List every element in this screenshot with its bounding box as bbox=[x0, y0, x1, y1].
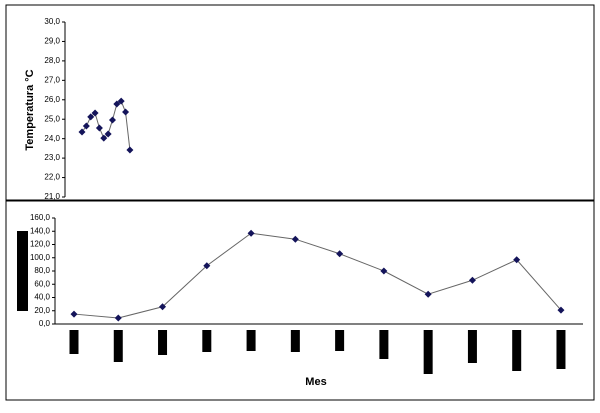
marker bbox=[557, 306, 565, 314]
redaction bbox=[17, 231, 28, 311]
marker bbox=[203, 262, 211, 270]
marker bbox=[114, 314, 122, 322]
marker bbox=[113, 100, 121, 108]
y-tick-label: 29,0 bbox=[44, 37, 60, 46]
x-axis-label: Mes bbox=[305, 376, 326, 388]
marker bbox=[108, 116, 116, 124]
marker bbox=[336, 250, 344, 258]
redaction bbox=[467, 330, 477, 363]
marker bbox=[513, 256, 521, 264]
y-tick-label: 20,0 bbox=[34, 306, 50, 315]
y-tick-label: 160,0 bbox=[30, 213, 51, 222]
y-tick-label: 60,0 bbox=[34, 279, 50, 288]
marker bbox=[126, 146, 134, 154]
marker bbox=[159, 303, 167, 311]
marker bbox=[95, 124, 103, 132]
y-tick-label: 30,0 bbox=[44, 17, 60, 26]
redaction bbox=[556, 330, 566, 369]
y-tick-label: 0,0 bbox=[39, 319, 51, 328]
marker bbox=[117, 97, 125, 105]
marker bbox=[104, 130, 112, 138]
y-tick-label: 80,0 bbox=[34, 266, 50, 275]
panel-frame bbox=[5, 4, 595, 201]
series-line bbox=[73, 232, 562, 319]
y-tick-label: 26,0 bbox=[44, 95, 60, 104]
y-tick-label: 100,0 bbox=[30, 253, 51, 262]
y-tick-label: 25,0 bbox=[44, 114, 60, 123]
y-tick-label: 120,0 bbox=[30, 240, 51, 249]
marker bbox=[247, 229, 255, 237]
redaction bbox=[290, 330, 300, 352]
redaction bbox=[69, 330, 79, 354]
y-tick-label: 23,0 bbox=[44, 153, 60, 162]
y-axis-label: Temperatura °C bbox=[24, 69, 36, 150]
marker bbox=[100, 134, 108, 142]
redaction bbox=[158, 330, 168, 355]
redaction bbox=[113, 330, 123, 362]
y-tick-label: 28,0 bbox=[44, 56, 60, 65]
redaction bbox=[202, 330, 212, 352]
y-tick-label: 140,0 bbox=[30, 226, 51, 235]
marker bbox=[78, 128, 86, 136]
marker bbox=[70, 310, 78, 318]
marker bbox=[424, 290, 432, 298]
y-tick-label: 22,0 bbox=[44, 173, 60, 182]
redaction bbox=[335, 330, 345, 351]
y-tick-label: 24,0 bbox=[44, 134, 60, 143]
marker bbox=[291, 235, 299, 243]
marker bbox=[91, 109, 99, 117]
redaction bbox=[512, 330, 522, 371]
y-tick-label: 40,0 bbox=[34, 293, 50, 302]
marker bbox=[122, 108, 130, 116]
y-tick-label: 27,0 bbox=[44, 75, 60, 84]
redaction bbox=[379, 330, 389, 359]
marker bbox=[380, 267, 388, 275]
marker bbox=[87, 113, 95, 121]
panel-frame bbox=[5, 200, 595, 401]
marker bbox=[468, 276, 476, 284]
redaction bbox=[423, 330, 433, 374]
marker bbox=[82, 122, 90, 130]
y-tick-label: 21,0 bbox=[44, 192, 60, 201]
redaction bbox=[246, 330, 256, 351]
